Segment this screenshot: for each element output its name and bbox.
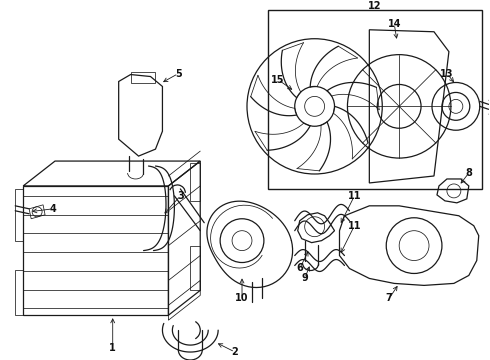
- Text: 3: 3: [177, 191, 184, 201]
- Text: 13: 13: [440, 68, 454, 78]
- Bar: [131, 72, 155, 84]
- Text: 8: 8: [466, 168, 472, 178]
- Text: 5: 5: [175, 68, 182, 78]
- Text: 7: 7: [386, 293, 392, 303]
- Text: 14: 14: [388, 19, 401, 29]
- Bar: [268, 10, 482, 189]
- Text: 4: 4: [49, 204, 56, 214]
- Text: 11: 11: [348, 221, 361, 231]
- Text: 9: 9: [301, 274, 308, 283]
- Text: 6: 6: [296, 264, 303, 274]
- Text: 12: 12: [368, 1, 381, 11]
- Text: 1: 1: [109, 343, 116, 353]
- Text: 10: 10: [235, 293, 249, 303]
- Text: 15: 15: [271, 75, 285, 85]
- Text: 11: 11: [348, 191, 361, 201]
- Text: 2: 2: [232, 347, 239, 357]
